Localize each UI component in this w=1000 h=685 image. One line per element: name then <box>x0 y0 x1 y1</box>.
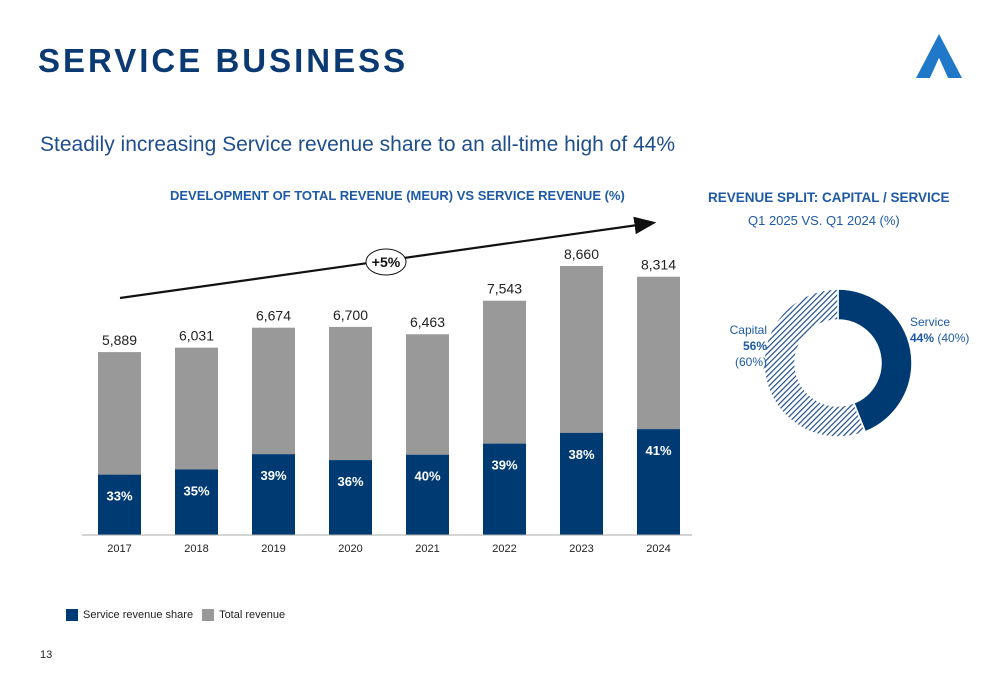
total-value-label-2021: 6,463 <box>410 314 445 330</box>
donut-slice-capital <box>763 288 867 438</box>
share-value-label-2019: 39% <box>260 468 286 483</box>
total-revenue-bar-2021 <box>406 334 449 455</box>
service-share-bar-2020 <box>329 460 372 535</box>
total-revenue-bar-2018 <box>175 347 218 470</box>
donut-chart-title: REVENUE SPLIT: CAPITAL / SERVICE <box>708 190 950 205</box>
service-share-bar-2018 <box>175 469 218 535</box>
growth-badge: +5% <box>365 248 407 276</box>
bar-chart-title: DEVELOPMENT OF TOTAL REVENUE (MEUR) VS S… <box>170 188 625 203</box>
donut-chart-subtitle: Q1 2025 VS. Q1 2024 (%) <box>748 213 900 228</box>
total-value-label-2022: 7,543 <box>487 281 522 297</box>
service-share-bar-2017 <box>98 474 141 535</box>
share-value-label-2018: 35% <box>183 483 209 498</box>
legend-label-service: Service revenue share <box>83 609 194 621</box>
growth-badge-text: +5% <box>372 254 401 270</box>
service-share-bar-2024 <box>637 429 680 535</box>
page-title: SERVICE BUSINESS <box>38 42 409 79</box>
legend-label-total: Total revenue <box>219 609 286 621</box>
x-tick-label-2018: 2018 <box>184 543 208 555</box>
x-tick-label-2022: 2022 <box>492 543 516 555</box>
capital-label-name: Capital <box>729 323 767 337</box>
service-share-bar-2019 <box>252 454 295 535</box>
x-tick-label-2019: 2019 <box>261 543 285 555</box>
service-value: 44% <box>910 331 935 345</box>
x-tick-label-2020: 2020 <box>338 543 362 555</box>
share-value-label-2017: 33% <box>106 489 132 504</box>
chart-legend: Service revenue share Total revenue <box>66 609 294 621</box>
legend-item-service: Service revenue share <box>66 609 193 621</box>
total-revenue-bar-2019 <box>252 327 295 455</box>
total-revenue-bar-2023 <box>560 266 603 433</box>
legend-swatch-total <box>202 609 215 621</box>
x-tick-label-2023: 2023 <box>569 543 593 555</box>
service-share-bar-2022 <box>483 443 526 535</box>
service-label: Service 44% (40%) <box>910 314 969 346</box>
legend-item-total: Total revenue <box>202 609 285 621</box>
total-revenue-bar-2022 <box>483 300 526 444</box>
share-value-label-2020: 36% <box>337 474 363 489</box>
total-value-label-2019: 6,674 <box>256 308 291 324</box>
total-revenue-bar-2024 <box>637 276 680 430</box>
page-number: 13 <box>40 649 53 661</box>
share-value-label-2022: 39% <box>491 458 517 473</box>
total-value-label-2018: 6,031 <box>179 328 214 344</box>
share-value-label-2023: 38% <box>568 447 594 462</box>
service-prev-value: (40%) <box>937 331 970 345</box>
x-tick-label-2024: 2024 <box>646 543 670 555</box>
legend-swatch-service <box>66 609 78 621</box>
service-share-bar-2021 <box>406 454 449 535</box>
capital-label: Capital 56% (60%) <box>708 322 767 370</box>
share-value-label-2021: 40% <box>414 469 440 484</box>
x-tick-label-2017: 2017 <box>107 543 131 555</box>
total-value-label-2024: 8,314 <box>641 257 676 273</box>
donut-slice-service <box>837 288 913 433</box>
total-value-label-2023: 8,660 <box>564 246 599 262</box>
total-revenue-bar-2017 <box>98 352 141 475</box>
capital-value: 56% <box>742 339 767 353</box>
total-revenue-bar-2020 <box>329 326 372 461</box>
company-logo-icon <box>916 34 962 78</box>
total-value-label-2017: 5,889 <box>102 332 137 348</box>
service-share-bar-2023 <box>560 432 603 535</box>
share-value-label-2024: 41% <box>645 443 671 458</box>
service-label-name: Service <box>910 315 951 329</box>
total-value-label-2020: 6,700 <box>333 307 368 323</box>
page-subtitle: Steadily increasing Service revenue shar… <box>40 133 676 156</box>
x-tick-label-2021: 2021 <box>415 543 439 555</box>
capital-prev-value: (60%) <box>734 355 767 369</box>
